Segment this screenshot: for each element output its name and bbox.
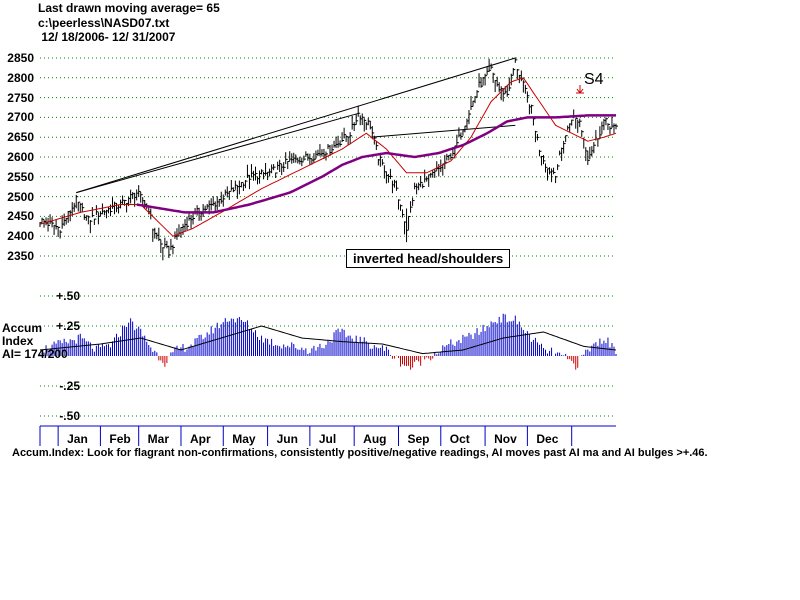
price-tick-label: 2600 [7, 150, 34, 164]
price-tick-label: 2650 [7, 130, 34, 145]
month-label: Sep [407, 432, 430, 446]
trendline [370, 124, 516, 138]
month-label: Feb [109, 432, 131, 446]
ma-long-line [136, 114, 616, 214]
month-label: Jun [276, 432, 298, 446]
month-label: Apr [189, 432, 211, 446]
accum-tick-label: -.50 [59, 409, 80, 423]
month-label: Oct [449, 432, 470, 446]
price-tick-label: 2800 [7, 70, 34, 85]
month-label: Aug [363, 432, 387, 446]
month-label: Mar [147, 432, 170, 446]
signal-label: S4 [584, 71, 604, 88]
ai-ma-line [39, 325, 617, 355]
ma-short-line [39, 77, 617, 237]
header-line-1: Last drawn moving average= 65 [38, 1, 220, 15]
signal-arrow-head [579, 88, 584, 94]
accum-label-line-3: AI= 174/200 [2, 347, 68, 361]
accum-label-line-1: Accum [2, 321, 43, 335]
month-label: May [232, 432, 256, 446]
trendline [76, 112, 359, 194]
price-tick-label: 2750 [7, 90, 34, 105]
footer-note: Accum.Index: Look for flagrant non-confi… [12, 447, 708, 459]
header-line-2: c:\peerless\NASD07.txt [38, 16, 170, 30]
price-tick-label: 2550 [7, 169, 34, 184]
accum-tick-label: -.25 [59, 379, 80, 393]
month-label: Jul [318, 432, 337, 446]
price-tick-label: 2350 [7, 249, 34, 263]
price-tick-label: 2850 [7, 51, 34, 65]
price-tick-label: 2700 [7, 110, 34, 125]
price-tick-label: 2400 [7, 229, 34, 244]
signal-arrow-head [576, 88, 581, 94]
month-label: Jan [67, 432, 88, 446]
accum-tick-label: +.50 [56, 289, 80, 303]
month-label: Nov [494, 432, 517, 446]
header-line-3: 12/ 18/2006- 12/ 31/2007 [38, 30, 176, 44]
accum-label-line-2: Index [2, 334, 34, 348]
pattern-callout: inverted head/shoulders [346, 249, 511, 268]
price-tick-label: 2450 [7, 209, 34, 224]
month-label: Dec [536, 432, 559, 446]
price-tick-label: 2500 [7, 189, 34, 204]
accum-tick-label: +.25 [56, 319, 80, 333]
trendline [76, 57, 516, 194]
